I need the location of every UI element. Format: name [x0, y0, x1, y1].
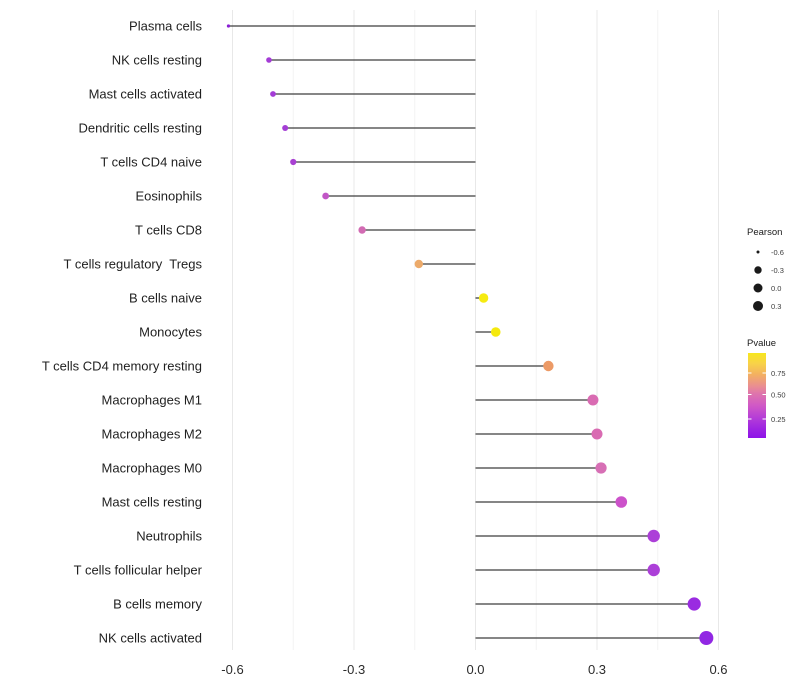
dot-11 [587, 394, 599, 406]
dot-2 [270, 91, 276, 97]
size-legend-label-0: -0.6 [771, 248, 784, 257]
y-label-1: NK cells resting [112, 53, 202, 68]
dot-14 [615, 496, 628, 508]
pvalue-label-0: 0.75 [771, 369, 786, 378]
y-label-7: T cells regulatory Tregs [64, 257, 203, 272]
size-legend-label-2: 0.0 [771, 284, 781, 293]
y-label-11: Macrophages M1 [102, 393, 202, 408]
y-label-12: Macrophages M2 [102, 427, 202, 442]
y-label-8: B cells naive [129, 291, 202, 306]
dot-9 [490, 327, 501, 337]
color-legend-title: Pvalue [747, 338, 776, 349]
x-tick-label-2: 0.0 [466, 662, 484, 677]
y-label-15: Neutrophils [136, 529, 202, 544]
dot-18 [699, 631, 714, 645]
size-legend-label-3: 0.3 [771, 302, 781, 311]
pvalue-gradient-bar [748, 353, 766, 438]
pvalue-color-legend: Pvalue 0.75 0.50 0.25 [747, 338, 786, 438]
y-label-2: Mast cells activated [89, 87, 202, 102]
pvalue-gradient-labels: 0.75 0.50 0.25 [771, 369, 786, 424]
x-tick-label-4: 0.6 [709, 662, 727, 677]
y-label-10: T cells CD4 memory resting [42, 359, 202, 374]
y-label-3: Dendritic cells resting [78, 121, 202, 136]
pvalue-label-1: 0.50 [771, 390, 786, 399]
dot-5 [322, 192, 330, 200]
panel-gridlines [232, 10, 719, 650]
y-label-17: B cells memory [113, 597, 202, 612]
y-label-0: Plasma cells [129, 19, 202, 34]
x-tick-label-3: 0.3 [588, 662, 606, 677]
x-tick-label-1: -0.3 [343, 662, 365, 677]
lollipop-dots [226, 24, 714, 645]
pvalue-label-2: 0.25 [771, 415, 786, 424]
dot-12 [591, 428, 603, 440]
size-legend-dot-1 [754, 266, 762, 274]
dot-13 [595, 462, 607, 474]
dot-16 [647, 563, 660, 577]
dot-1 [266, 57, 272, 63]
y-label-6: T cells CD8 [135, 223, 202, 238]
y-label-4: T cells CD4 naive [100, 155, 202, 170]
y-label-16: T cells follicular helper [74, 563, 203, 578]
dot-8 [478, 293, 489, 303]
dot-0 [226, 24, 231, 28]
dot-4 [290, 158, 297, 166]
x-tick-label-0: -0.6 [221, 662, 243, 677]
dot-10 [543, 360, 554, 372]
y-label-13: Macrophages M0 [102, 461, 202, 476]
y-axis-labels: Plasma cells NK cells resting Mast cells a… [42, 19, 203, 646]
lollipop-stems [228, 25, 707, 639]
x-axis-tick-labels: -0.6 -0.3 0.0 0.3 0.6 [221, 662, 727, 677]
size-legend-dot-2 [753, 283, 763, 293]
y-label-5: Eosinophils [136, 189, 203, 204]
dot-15 [647, 529, 660, 543]
size-legend-dot-3 [753, 301, 763, 311]
size-legend-title: Pearson [747, 227, 782, 238]
dot-7 [414, 259, 423, 269]
dot-17 [687, 597, 701, 611]
y-label-18: NK cells activated [99, 631, 202, 646]
pvalue-gradient-ticks [748, 372, 766, 420]
size-legend-dot-0 [756, 250, 760, 254]
y-label-9: Monocytes [139, 325, 202, 340]
dot-3 [282, 125, 289, 131]
size-legend-label-1: -0.3 [771, 266, 784, 275]
y-label-14: Mast cells resting [102, 495, 202, 510]
dot-6 [358, 226, 366, 234]
pearson-size-legend: Pearson -0.6 -0.3 0.0 0.3 [747, 227, 784, 311]
